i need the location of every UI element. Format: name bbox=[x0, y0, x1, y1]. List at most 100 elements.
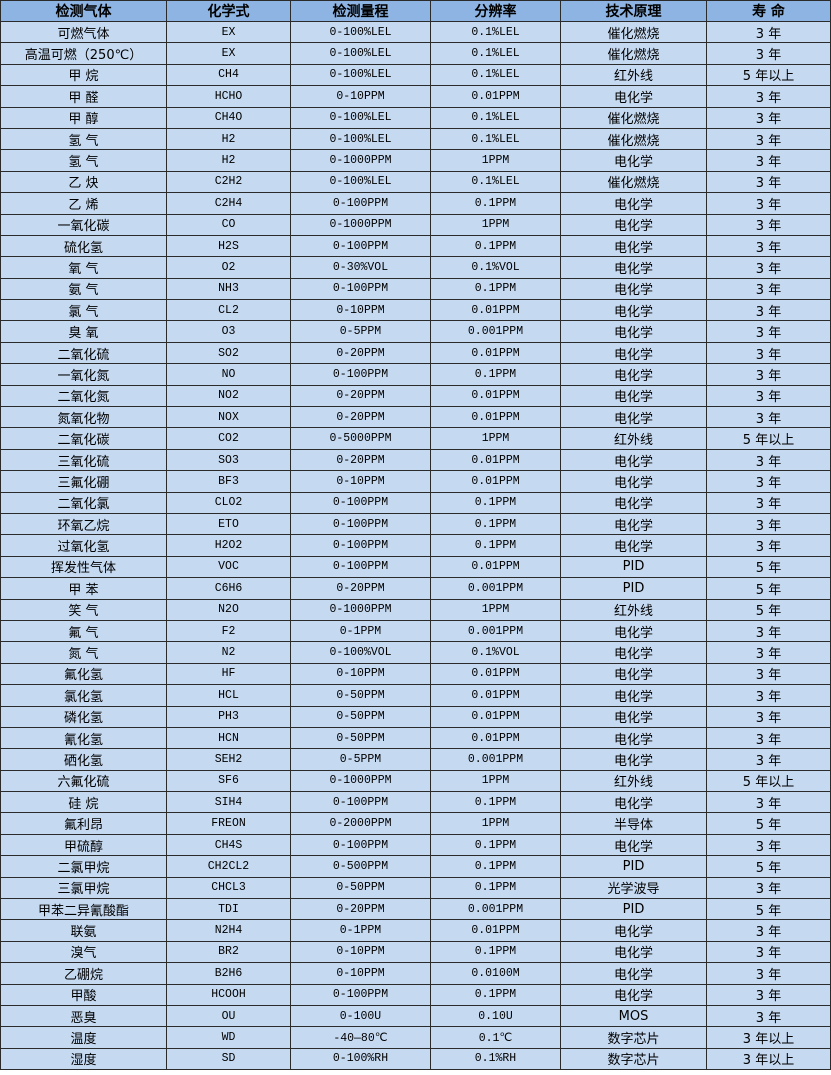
cell-gas: 臭 氧 bbox=[0, 320, 167, 343]
cell-principle: 电化学 bbox=[560, 470, 707, 493]
cell-formula: NH3 bbox=[166, 277, 291, 301]
header-principle: 技术原理 bbox=[560, 0, 707, 22]
cell-resolution: 0.1PPM bbox=[430, 983, 561, 1006]
cell-formula: BF3 bbox=[166, 470, 291, 493]
cell-formula: SEH2 bbox=[166, 748, 291, 771]
cell-resolution: 0.1%RH bbox=[430, 1047, 561, 1071]
cell-lifespan: 3 年 bbox=[706, 962, 831, 985]
cell-gas: 三氟化硼 bbox=[0, 470, 167, 493]
cell-resolution: 0.1%VOL bbox=[430, 641, 561, 664]
header-lifespan: 寿 命 bbox=[706, 0, 831, 22]
cell-range: 0-5000PPM bbox=[290, 427, 431, 450]
cell-range: 0-100%LEL bbox=[290, 127, 431, 151]
cell-resolution: 0.0100M bbox=[430, 962, 561, 985]
cell-resolution: 0.001PPM bbox=[430, 320, 561, 343]
cell-principle: 电化学 bbox=[560, 641, 707, 664]
table-row: 硫化氢 H2S 0-100PPM 0.1PPM 电化学 3 年 bbox=[0, 234, 831, 258]
cell-resolution: 0.01PPM bbox=[430, 448, 561, 472]
cell-gas: 甲 烷 bbox=[0, 63, 167, 87]
cell-resolution: 0.1%LEL bbox=[430, 42, 561, 65]
cell-resolution: 0.1%LEL bbox=[430, 170, 561, 194]
cell-resolution: 0.01PPM bbox=[430, 470, 561, 493]
cell-gas: 一氧化碳 bbox=[0, 213, 167, 236]
cell-resolution: 0.001PPM bbox=[430, 748, 561, 771]
cell-range: 0-100PPM bbox=[290, 192, 431, 215]
cell-formula: HF bbox=[166, 662, 291, 686]
cell-principle: 电化学 bbox=[560, 791, 707, 814]
cell-resolution: 1PPM bbox=[430, 598, 561, 621]
cell-principle: 催化燃烧 bbox=[560, 42, 707, 65]
table-row: 二氯甲烷 CH2CL2 0-500PPM 0.1PPM PID 5 年 bbox=[0, 855, 831, 878]
table-row: 湿度 SD 0-100%RH 0.1%RH 数字芯片 3 年以上 bbox=[0, 1047, 831, 1071]
cell-formula: HCN bbox=[166, 726, 291, 750]
cell-range: 0-1000PPM bbox=[290, 213, 431, 236]
cell-range: 0-100%LEL bbox=[290, 106, 431, 129]
cell-lifespan: 3 年 bbox=[706, 876, 831, 900]
cell-lifespan: 5 年以上 bbox=[706, 769, 831, 793]
cell-range: 0-1000PPM bbox=[290, 149, 431, 172]
table-row: 氯 气 CL2 0-10PPM 0.01PPM 电化学 3 年 bbox=[0, 299, 831, 322]
cell-principle: PID bbox=[560, 555, 707, 579]
cell-lifespan: 3 年 bbox=[706, 85, 831, 108]
cell-gas: 湿度 bbox=[0, 1047, 167, 1071]
cell-lifespan: 5 年 bbox=[706, 855, 831, 878]
cell-range: 0-10PPM bbox=[290, 299, 431, 322]
cell-principle: 电化学 bbox=[560, 406, 707, 429]
cell-principle: 电化学 bbox=[560, 940, 707, 964]
cell-principle: 电化学 bbox=[560, 384, 707, 408]
cell-lifespan: 3 年 bbox=[706, 705, 831, 728]
cell-formula: HCL bbox=[166, 684, 291, 707]
table-row: 温度 WD -40—80℃ 0.1℃ 数字芯片 3 年以上 bbox=[0, 1026, 831, 1049]
cell-resolution: 0.01PPM bbox=[430, 684, 561, 707]
cell-formula: B2H6 bbox=[166, 962, 291, 985]
cell-lifespan: 3 年 bbox=[706, 320, 831, 343]
cell-resolution: 0.1PPM bbox=[430, 277, 561, 301]
table-row: 二氧化氮 NO2 0-20PPM 0.01PPM 电化学 3 年 bbox=[0, 384, 831, 408]
cell-formula: CL2 bbox=[166, 299, 291, 322]
cell-formula: CO bbox=[166, 213, 291, 236]
cell-resolution: 0.1PPM bbox=[430, 940, 561, 964]
cell-lifespan: 3 年 bbox=[706, 512, 831, 536]
cell-formula: EX bbox=[166, 42, 291, 65]
table-row: 一氧化氮 NO 0-100PPM 0.1PPM 电化学 3 年 bbox=[0, 363, 831, 386]
cell-lifespan: 3 年 bbox=[706, 833, 831, 857]
cell-principle: 电化学 bbox=[560, 491, 707, 514]
table-row: 过氧化氢 H2O2 0-100PPM 0.1PPM 电化学 3 年 bbox=[0, 534, 831, 557]
cell-formula: CO2 bbox=[166, 427, 291, 450]
table-row: 氟 气 F2 0-1PPM 0.001PPM 电化学 3 年 bbox=[0, 619, 831, 643]
table-row: 硅 烷 SIH4 0-100PPM 0.1PPM 电化学 3 年 bbox=[0, 791, 831, 814]
cell-gas: 甲 苯 bbox=[0, 577, 167, 600]
cell-resolution: 0.01PPM bbox=[430, 662, 561, 686]
cell-range: 0-100%LEL bbox=[290, 170, 431, 194]
cell-formula: CHCL3 bbox=[166, 876, 291, 900]
cell-range: 0-20PPM bbox=[290, 448, 431, 472]
cell-range: 0-20PPM bbox=[290, 577, 431, 600]
table-row: 环氧乙烷 ETO 0-100PPM 0.1PPM 电化学 3 年 bbox=[0, 512, 831, 536]
table-row: 磷化氢 PH3 0-50PPM 0.01PPM 电化学 3 年 bbox=[0, 705, 831, 728]
cell-resolution: 0.01PPM bbox=[430, 705, 561, 728]
cell-formula: H2O2 bbox=[166, 534, 291, 557]
cell-principle: 电化学 bbox=[560, 299, 707, 322]
cell-principle: 电化学 bbox=[560, 448, 707, 472]
cell-lifespan: 3 年以上 bbox=[706, 1026, 831, 1049]
cell-gas: 二氧化硫 bbox=[0, 341, 167, 365]
cell-resolution: 1PPM bbox=[430, 769, 561, 793]
cell-resolution: 1PPM bbox=[430, 213, 561, 236]
cell-formula: C2H2 bbox=[166, 170, 291, 194]
cell-gas: 乙 炔 bbox=[0, 170, 167, 194]
cell-formula: CLO2 bbox=[166, 491, 291, 514]
cell-principle: 电化学 bbox=[560, 705, 707, 728]
cell-range: 0-5PPM bbox=[290, 320, 431, 343]
header-resolution: 分辨率 bbox=[430, 0, 561, 22]
cell-lifespan: 3 年 bbox=[706, 619, 831, 643]
cell-range: 0-50PPM bbox=[290, 684, 431, 707]
cell-principle: 电化学 bbox=[560, 919, 707, 942]
cell-gas: 溴气 bbox=[0, 940, 167, 964]
cell-gas: 高温可燃（250℃） bbox=[0, 42, 167, 65]
cell-resolution: 1PPM bbox=[430, 149, 561, 172]
cell-lifespan: 3 年 bbox=[706, 919, 831, 942]
cell-principle: 电化学 bbox=[560, 213, 707, 236]
cell-formula: O2 bbox=[166, 256, 291, 279]
cell-range: 0-100%LEL bbox=[290, 42, 431, 65]
